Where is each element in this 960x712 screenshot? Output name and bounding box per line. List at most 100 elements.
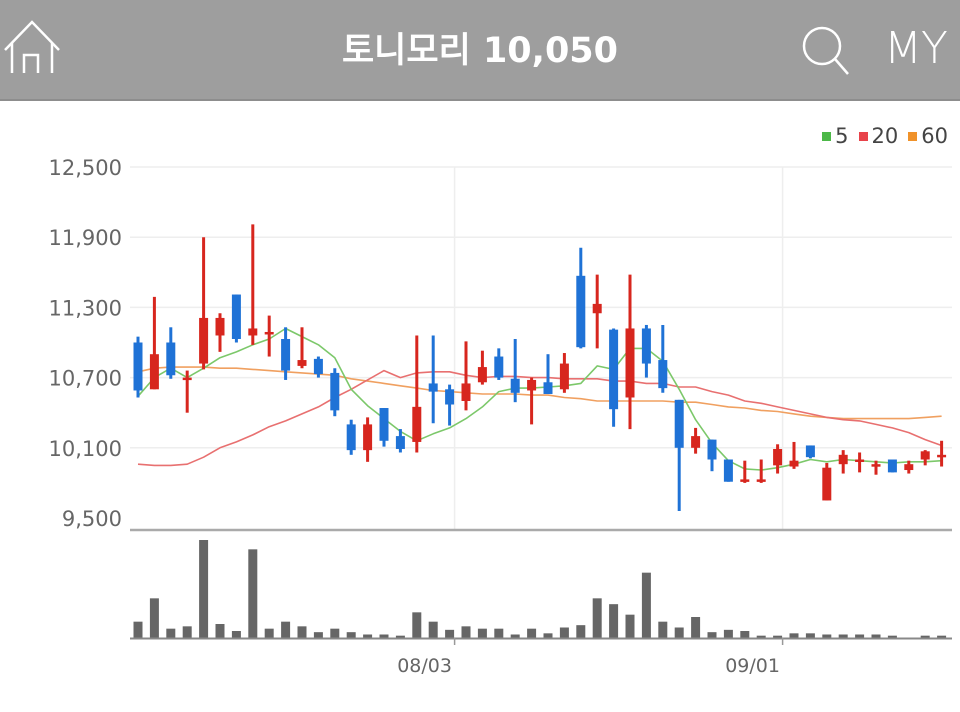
price-grid [130, 166, 952, 532]
volume-bar [756, 635, 766, 638]
candle [559, 353, 569, 393]
volume-bar [231, 631, 241, 638]
legend-ma60: 60 [908, 124, 948, 148]
volume-bar [920, 635, 930, 638]
candle [412, 335, 422, 453]
legend-swatch-ma60 [908, 131, 918, 141]
candlesticks [133, 224, 947, 511]
page-title: 토니모리 10,050 [341, 31, 619, 71]
candle [707, 439, 717, 472]
candle [281, 327, 291, 380]
candle [625, 274, 635, 430]
volume-bar [215, 624, 225, 638]
volume-bar [937, 635, 947, 638]
legend-label-ma5: 5 [835, 124, 849, 148]
ma5-line [137, 327, 942, 471]
y-tick-label: 12,500 [49, 156, 122, 180]
volume-bar [543, 633, 553, 638]
candle [855, 452, 865, 473]
y-axis-labels: 12,500 11,900 11,300 10,700 10,100 9,500 [49, 156, 122, 531]
candle [363, 417, 373, 462]
candle [805, 445, 815, 459]
candle [461, 341, 471, 411]
candle [920, 450, 930, 466]
candle [658, 324, 668, 393]
volume-bar [609, 604, 619, 638]
volume-bar [428, 621, 438, 638]
volume-bar [199, 540, 209, 638]
volume-bar [707, 632, 717, 638]
candle [756, 459, 766, 483]
candle [313, 356, 323, 378]
volume-bar [773, 635, 783, 638]
candle [149, 296, 159, 390]
volume-bar [887, 635, 897, 638]
volume-bar [559, 627, 569, 638]
volume-bar [281, 621, 291, 638]
candle [330, 368, 340, 417]
volume-bar [871, 634, 881, 638]
candle [428, 335, 438, 424]
x-tick-label: 08/03 [397, 655, 452, 677]
candle [871, 460, 881, 475]
volume-bar [395, 635, 405, 638]
x-axis: 08/03 09/01 [397, 638, 784, 677]
volume-bar [182, 626, 192, 638]
volume-bar [149, 598, 159, 638]
candle [297, 327, 307, 369]
candle [395, 429, 405, 453]
y-tick-label: 11,900 [49, 226, 122, 250]
candle [740, 460, 750, 483]
home-button[interactable] [2, 20, 62, 76]
legend-swatch-ma20 [858, 131, 868, 141]
volume-bar [248, 549, 258, 638]
candle [494, 348, 504, 380]
volume-bar [379, 634, 389, 638]
candle [248, 224, 258, 345]
search-button[interactable] [800, 24, 854, 78]
candle [133, 336, 143, 398]
candle [543, 354, 553, 394]
candle [691, 427, 701, 454]
candle [822, 463, 832, 501]
volume-bar [625, 614, 635, 638]
candle [166, 327, 176, 379]
volume-bar [658, 621, 668, 638]
candle [887, 459, 897, 473]
volume-bar [527, 628, 537, 638]
legend-ma20: 20 [858, 124, 899, 148]
y-tick-label: 10,700 [49, 367, 122, 391]
candle [576, 247, 586, 349]
volume-bar [723, 629, 733, 638]
my-page-button[interactable]: MY [884, 23, 948, 74]
volume-bar [822, 634, 832, 638]
volume-bar [166, 628, 176, 638]
volume-bar [805, 633, 815, 638]
volume-bar [477, 628, 487, 638]
candle [231, 294, 241, 343]
candle [904, 460, 914, 474]
volume-bar [740, 631, 750, 638]
y-tick-label: 11,300 [49, 296, 122, 320]
volume-bar [674, 627, 684, 638]
volume-bar [412, 612, 422, 638]
volume-bar [363, 634, 373, 638]
candle [264, 315, 274, 357]
volume-bar [855, 634, 865, 638]
volume-bar [510, 634, 520, 638]
y-tick-label: 10,100 [49, 437, 122, 461]
legend-label-ma60: 60 [921, 124, 948, 148]
volume-bar [691, 617, 701, 638]
volume-bar [264, 628, 274, 638]
candle [609, 328, 619, 427]
candle [477, 350, 487, 385]
candle [723, 459, 733, 482]
candle [789, 441, 799, 469]
volume-bar [445, 629, 455, 638]
legend-label-ma20: 20 [871, 124, 899, 148]
legend-ma5: 5 [822, 124, 849, 148]
search-icon [802, 26, 849, 75]
volume-bar [297, 626, 307, 638]
volume-bar [133, 621, 143, 638]
